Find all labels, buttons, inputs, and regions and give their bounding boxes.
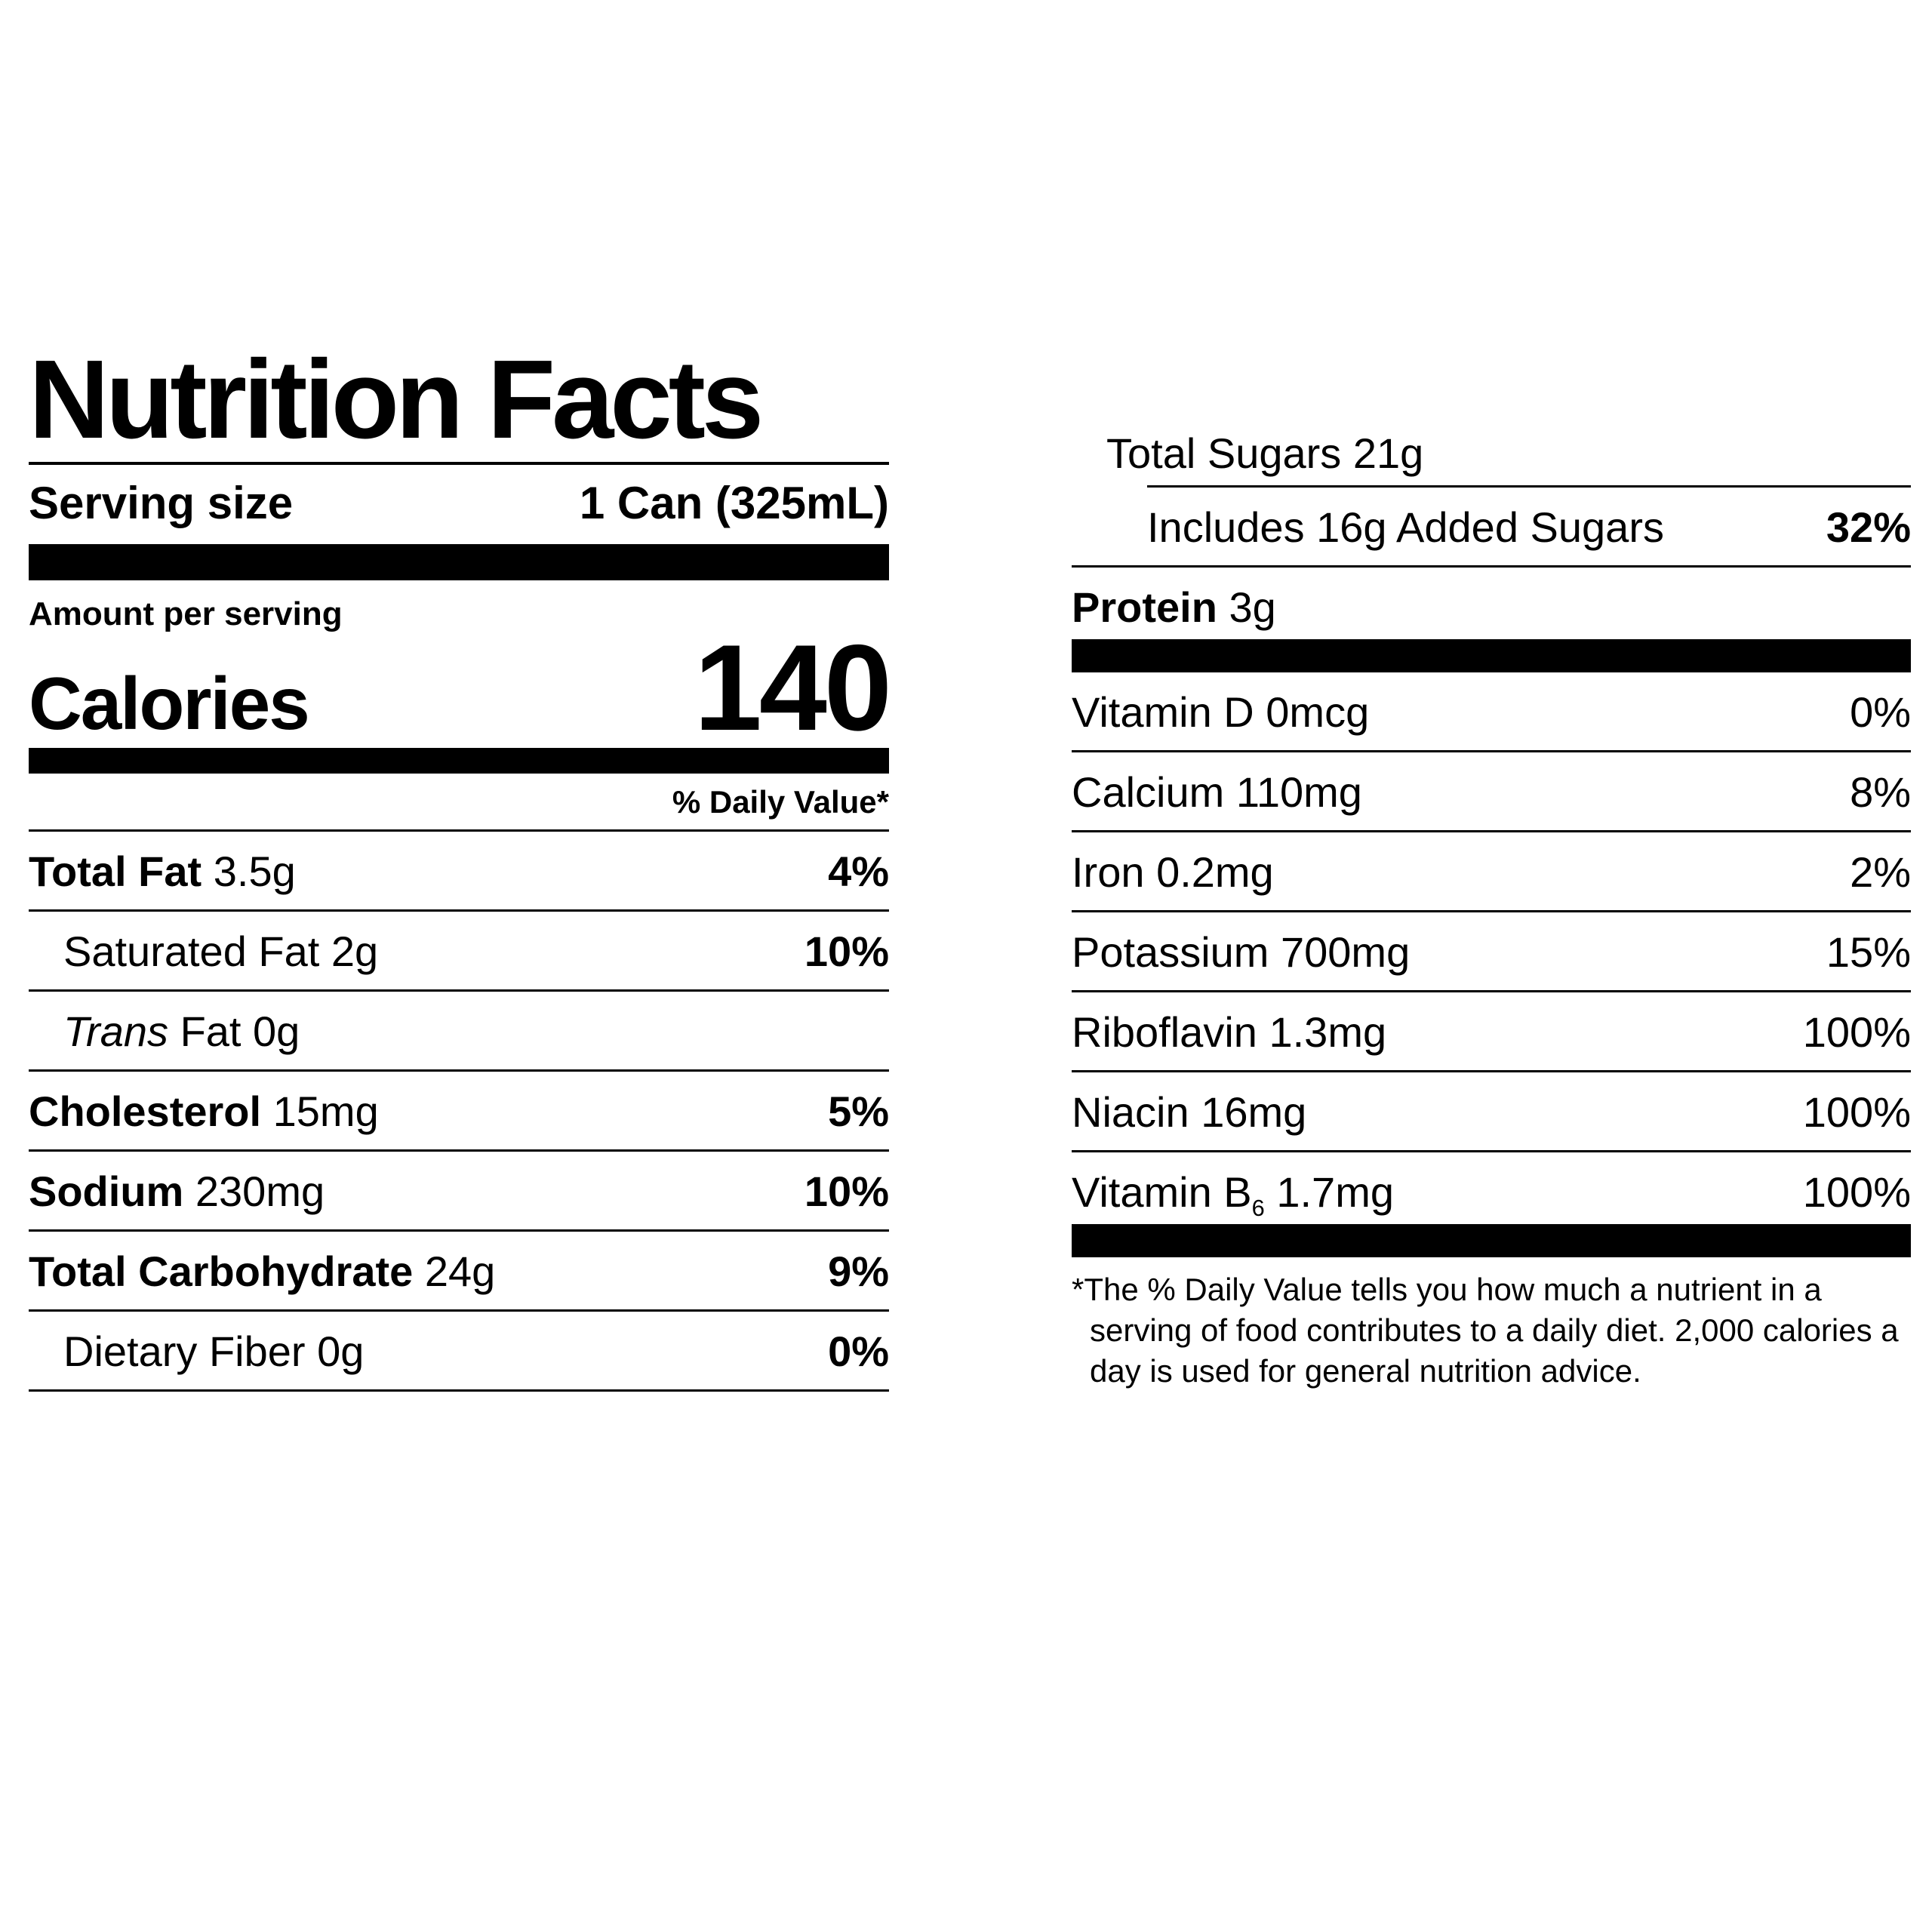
nutrient-amount: 15mg — [272, 1087, 379, 1135]
vitamin-row-calcium: Calcium 110mg 8% — [1072, 752, 1911, 832]
nutrient-amount: 230mg — [195, 1167, 325, 1215]
nutrient-amount: 700mg — [1281, 928, 1411, 976]
vitamin-b6-subscript: 6 — [1251, 1195, 1265, 1222]
nutrient-dv: 100% — [1802, 1008, 1911, 1056]
nutrient-dv: 9% — [828, 1247, 889, 1295]
nutrient-name: Cholesterol — [29, 1087, 262, 1135]
nutrient-amount: 0.2mg — [1156, 848, 1274, 896]
nutrient-amount: 1.7mg — [1276, 1168, 1394, 1216]
nutrient-amount: 110mg — [1235, 768, 1362, 816]
label-left-column: Nutrition Facts Serving size 1 Can (325m… — [29, 343, 892, 1392]
added-sugars-partial-rule — [1147, 485, 1911, 488]
nutrient-row-added-sugars: Includes 16g Added Sugars 32% — [1072, 488, 1911, 568]
nutrient-name: Total Fat — [29, 847, 202, 895]
nutrient-row-dietary-fiber: Dietary Fiber 0g 0% — [29, 1312, 889, 1392]
amount-per-serving-label: Amount per serving — [29, 595, 343, 632]
nutrient-amount: 1.3mg — [1269, 1008, 1387, 1056]
nutrient-row-trans-fat: Trans Fat 0g — [29, 992, 889, 1072]
nutrient-dv: 100% — [1802, 1168, 1911, 1216]
nutrient-row-protein: Protein 3g — [1072, 568, 1911, 639]
vitamin-row-iron: Iron 0.2mg 2% — [1072, 832, 1911, 912]
nutrient-amount: 3.5g — [213, 847, 296, 895]
calories-value: 140 — [694, 619, 892, 756]
nutrient-name: Total Sugars — [1106, 429, 1342, 477]
serving-size-row: Serving size 1 Can (325mL) — [29, 465, 889, 544]
nutrient-dv: 8% — [1850, 768, 1911, 816]
nutrient-dv: 0% — [1850, 688, 1911, 736]
nutrient-amount: 16mg — [1201, 1088, 1307, 1136]
daily-value-header: % Daily Value* — [29, 774, 889, 832]
nutrient-name: Vitamin B — [1072, 1168, 1252, 1216]
nutrient-name: Protein — [1072, 583, 1217, 631]
nutrient-amount: Fat 0g — [180, 1007, 300, 1055]
thick-divider-bar — [29, 543, 889, 580]
vitamin-row-niacin: Niacin 16mg 100% — [1072, 1072, 1911, 1152]
nutrient-amount: 0g — [317, 1327, 365, 1375]
nutrient-name: Includes 16g Added Sugars — [1147, 503, 1664, 551]
nutrient-amount: 24g — [424, 1247, 496, 1295]
nutrient-name: Sodium — [29, 1167, 184, 1215]
nutrient-amount: 3g — [1229, 583, 1276, 631]
nutrient-name: Calcium — [1072, 768, 1225, 816]
nutrient-dv: 10% — [804, 1167, 889, 1215]
serving-size-value: 1 Can (325mL) — [579, 477, 889, 528]
nutrient-row-total-fat: Total Fat 3.5g 4% — [29, 832, 889, 912]
nutrient-row-saturated-fat: Saturated Fat 2g 10% — [29, 912, 889, 992]
vitamin-row-vitamin-b6: Vitamin B6 1.7mg 100% — [1072, 1152, 1911, 1224]
nutrient-dv: 15% — [1826, 928, 1911, 976]
medium-divider-bar — [29, 747, 889, 774]
nutrient-name: Trans — [63, 1007, 168, 1055]
nutrient-name: Riboflavin — [1072, 1008, 1257, 1056]
nutrient-name: Total Carbohydrate — [29, 1247, 414, 1295]
calories-label: Calories — [29, 661, 310, 745]
nutrition-facts-title: Nutrition Facts — [29, 343, 889, 465]
nutrient-name: Vitamin D — [1072, 688, 1254, 736]
nutrient-dv: 100% — [1802, 1088, 1911, 1136]
thick-divider-bar — [1072, 639, 1911, 672]
serving-size-label: Serving size — [29, 477, 294, 528]
nutrient-row-total-carbohydrate: Total Carbohydrate 24g 9% — [29, 1232, 889, 1312]
nutrient-dv: 2% — [1850, 848, 1911, 896]
nutrient-dv: 10% — [804, 927, 889, 975]
nutrient-name: Dietary Fiber — [63, 1327, 306, 1375]
nutrient-name: Niacin — [1072, 1088, 1189, 1136]
nutrient-amount: 21g — [1352, 429, 1424, 477]
nutrient-name: Potassium — [1072, 928, 1269, 976]
nutrient-dv: 0% — [828, 1327, 889, 1375]
nutrient-dv: 32% — [1826, 503, 1911, 551]
vitamin-row-potassium: Potassium 700mg 15% — [1072, 912, 1911, 992]
nutrient-name: Saturated Fat — [63, 927, 320, 975]
vitamin-row-riboflavin: Riboflavin 1.3mg 100% — [1072, 992, 1911, 1072]
nutrient-row-cholesterol: Cholesterol 15mg 5% — [29, 1072, 889, 1152]
calories-row: Calories 140 — [29, 619, 892, 756]
nutrient-amount: 0mcg — [1266, 688, 1370, 736]
nutrient-dv: 4% — [828, 847, 889, 895]
nutrient-dv: 5% — [828, 1087, 889, 1135]
vitamin-row-vitamin-d: Vitamin D 0mcg 0% — [1072, 672, 1911, 752]
nutrient-row-total-sugars: Total Sugars 21g — [1072, 414, 1911, 485]
nutrient-amount: 2g — [331, 927, 379, 975]
label-right-column: Total Sugars 21g Includes 16g Added Suga… — [1072, 414, 1911, 1391]
nutrient-name: Iron — [1072, 848, 1145, 896]
nutrient-row-sodium: Sodium 230mg 10% — [29, 1152, 889, 1232]
thick-divider-bar — [1072, 1224, 1911, 1257]
daily-value-footnote: *The % Daily Value tells you how much a … — [1072, 1272, 1899, 1389]
